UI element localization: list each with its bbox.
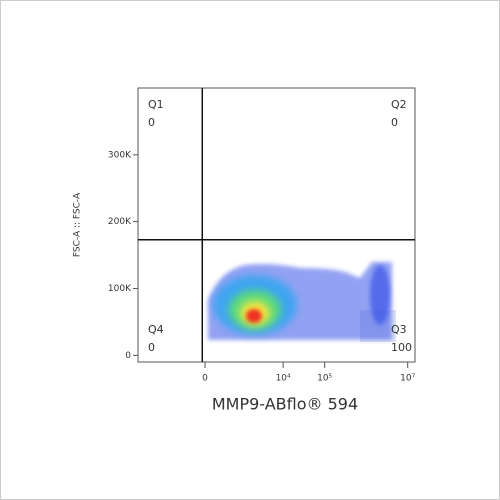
quadrant-value: 100 bbox=[391, 341, 412, 354]
y-tick-label: 100K bbox=[108, 284, 132, 294]
quadrant-name: Q3 bbox=[391, 323, 407, 336]
plot-frame bbox=[137, 87, 416, 363]
x-tick-label: 10⁵ bbox=[317, 374, 332, 384]
quadrant-value: 0 bbox=[148, 116, 155, 129]
y-tick-label: 0 bbox=[125, 351, 131, 361]
y-axis-label: FSC-A :: FSC-A bbox=[73, 192, 83, 257]
cloud-red bbox=[246, 309, 262, 323]
quadrant-name: Q4 bbox=[148, 323, 164, 336]
quadrant-name: Q2 bbox=[391, 98, 407, 111]
x-tick-label: 0 bbox=[202, 374, 208, 384]
y-tick-label: 200K bbox=[108, 217, 132, 227]
x-axis-label: MMP9-ABflo® 594 bbox=[212, 395, 358, 414]
quadrant-value: 0 bbox=[391, 116, 398, 129]
y-tick-label: 300K bbox=[108, 150, 132, 160]
density-cloud bbox=[208, 262, 396, 342]
quadrant-name: Q1 bbox=[148, 98, 164, 111]
quadrant-value: 0 bbox=[148, 341, 155, 354]
x-tick-label: 10⁷ bbox=[400, 374, 415, 384]
x-tick-label: 10⁴ bbox=[276, 374, 291, 384]
cloud-right bbox=[370, 265, 390, 325]
